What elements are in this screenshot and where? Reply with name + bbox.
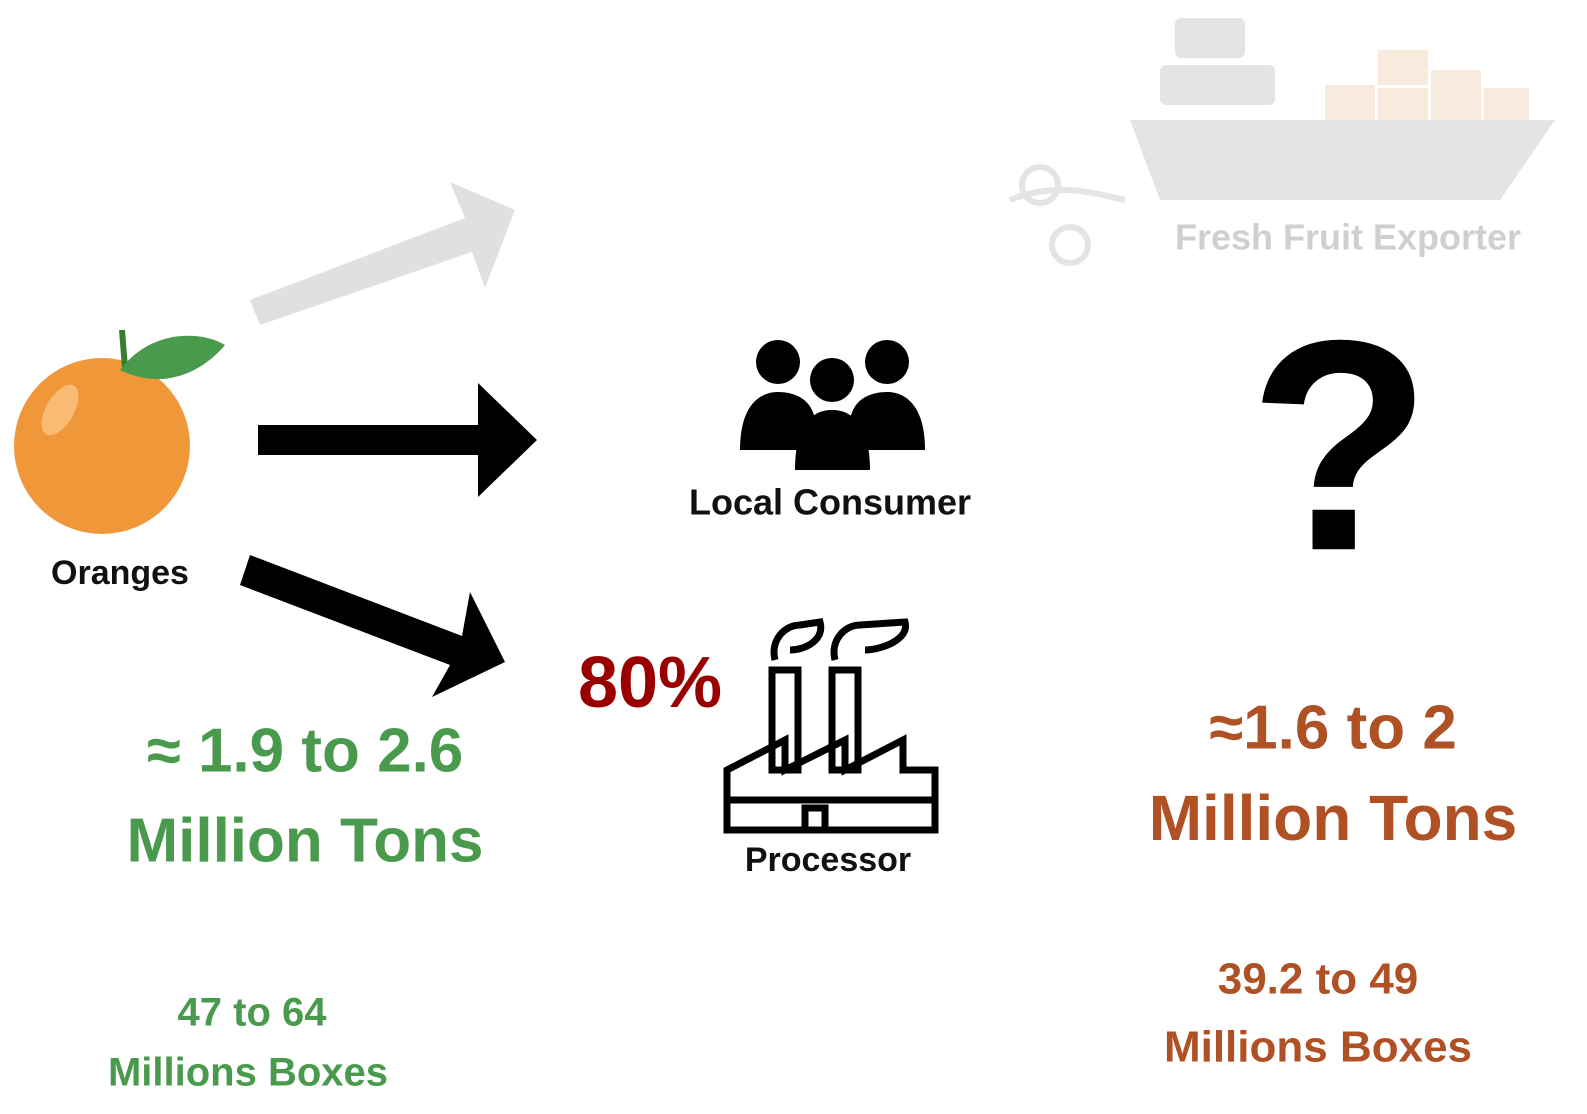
- diagram: Fresh Fruit Exporter Oranges Local Consu…: [0, 0, 1587, 1109]
- arrow-processor: [240, 555, 505, 697]
- page: { "source": {"label": "Oranges", "tons":…: [0, 0, 1587, 1109]
- orange-icon: [14, 358, 190, 534]
- exporter-label: Fresh Fruit Exporter: [1175, 217, 1521, 258]
- result-tons-unit: Million Tons: [1149, 782, 1518, 854]
- processor-share: 80%: [578, 643, 722, 723]
- factory-icon: [727, 622, 935, 830]
- result-boxes: 39.2 to 49: [1218, 955, 1419, 1004]
- orange-leaf: [120, 336, 225, 379]
- result-tons: ≈1.6 to 2: [1209, 693, 1457, 762]
- source-boxes: 47 to 64: [178, 991, 328, 1035]
- unknown-marker: ?: [1248, 277, 1431, 613]
- source-tons: ≈ 1.9 to 2.6: [147, 716, 464, 785]
- processor-label: Processor: [745, 841, 911, 879]
- people-icon: [740, 340, 925, 470]
- arrow-export: [250, 182, 515, 325]
- source-boxes-unit: Millions Boxes: [108, 1051, 388, 1095]
- arrow-consumer: [258, 383, 537, 497]
- result-boxes-unit: Millions Boxes: [1164, 1023, 1472, 1072]
- source-label: Oranges: [51, 554, 189, 592]
- source-tons-unit: Million Tons: [126, 806, 483, 875]
- orange-stem: [122, 330, 125, 368]
- consumer-label: Local Consumer: [689, 482, 971, 523]
